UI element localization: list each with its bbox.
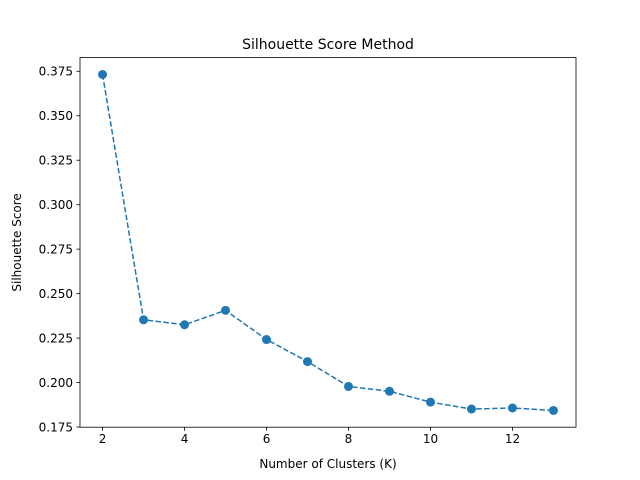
y-tick-label: 0.375 (39, 65, 73, 79)
y-tick-label: 0.175 (39, 420, 73, 434)
data-point (139, 315, 149, 325)
y-tick-label: 0.325 (39, 154, 73, 168)
y-tick-label: 0.350 (39, 109, 73, 123)
data-point (384, 386, 394, 396)
y-tick-label: 0.250 (39, 287, 73, 301)
chart-title: Silhouette Score Method (242, 37, 414, 53)
series-layer (98, 69, 558, 415)
y-tick-label: 0.225 (39, 331, 73, 345)
y-tick-label: 0.275 (39, 242, 73, 256)
x-tick-label: 8 (345, 432, 353, 446)
x-tick-label: 2 (99, 432, 107, 446)
data-point (303, 357, 313, 367)
data-point (343, 381, 353, 391)
data-point (262, 335, 272, 345)
x-axis-label: Number of Clusters (K) (259, 457, 396, 471)
x-axis-ticks: 2 4 6 8 10 12 (99, 427, 520, 446)
x-tick-label: 4 (181, 432, 189, 446)
x-tick-label: 12 (505, 432, 520, 446)
x-tick-label: 6 (263, 432, 271, 446)
series-line (101, 74, 554, 412)
data-point (548, 405, 558, 415)
plot-frame (79, 57, 577, 428)
data-point (180, 320, 190, 330)
data-point (425, 397, 435, 407)
x-tick-label: 10 (423, 432, 438, 446)
plot-area (80, 57, 576, 428)
data-point (507, 403, 517, 413)
data-point (98, 69, 108, 79)
y-tick-label: 0.200 (39, 376, 73, 390)
y-axis-ticks: 0.175 0.200 0.225 0.250 0.275 0.300 0.325 0.350… (39, 65, 80, 434)
y-tick-label: 0.300 (39, 198, 73, 212)
y-axis-label: Silhouette Score (10, 193, 24, 291)
data-point (221, 305, 231, 315)
data-point (466, 404, 476, 414)
